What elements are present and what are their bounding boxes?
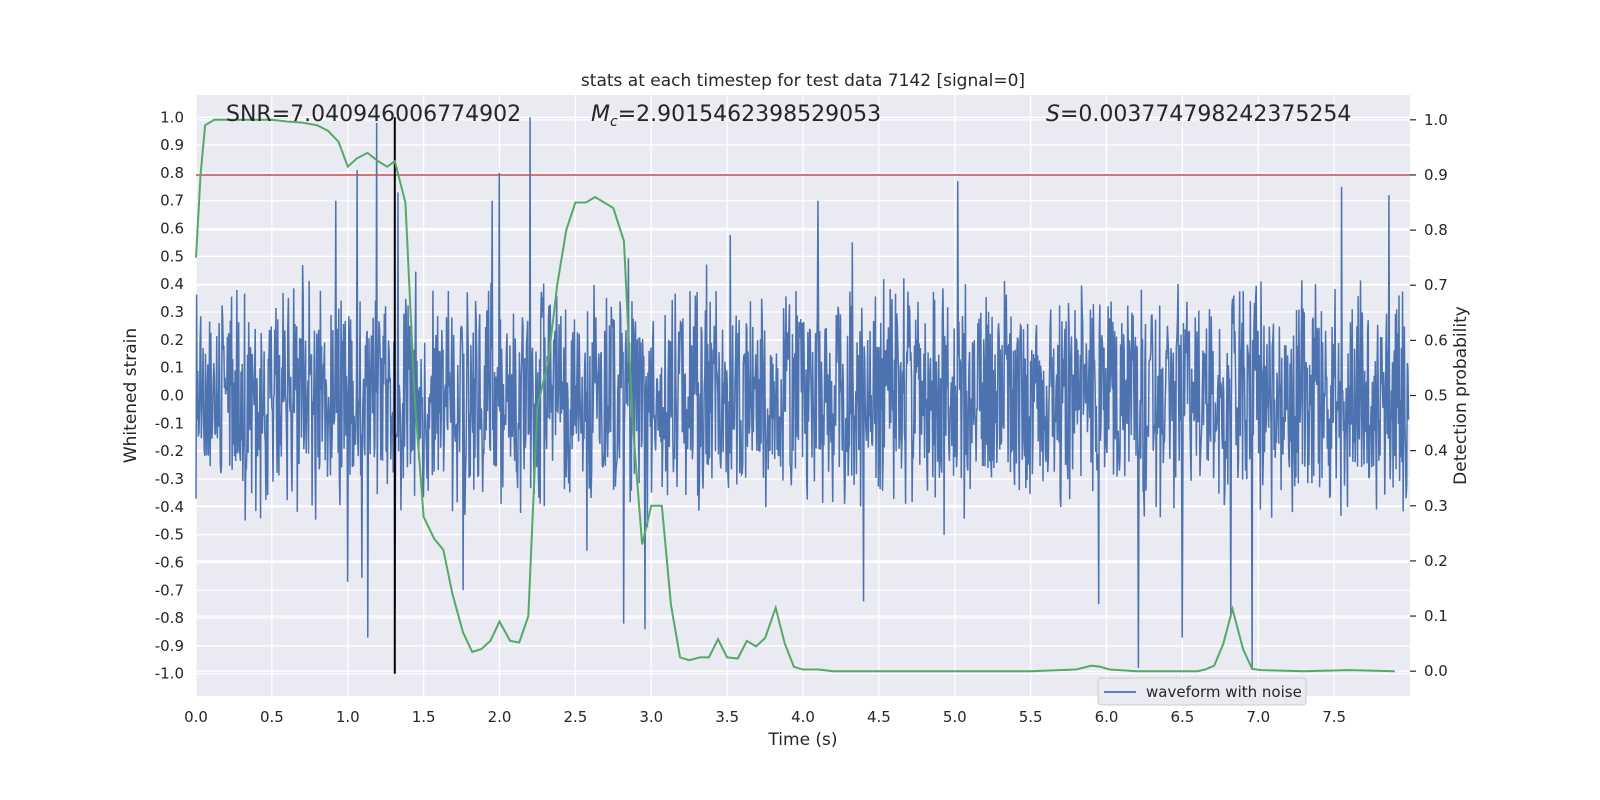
y-tick-label: -0.3 [155,470,184,488]
mc-value: =2.9015462398529053 [618,102,881,127]
y-tick-label: 0.5 [160,247,184,265]
y2-tick-label: 0.5 [1424,387,1448,405]
y2-tick-label: 0.7 [1424,276,1448,294]
y2-tick-label: 0.6 [1424,331,1448,349]
x-tick-label: 7.5 [1322,708,1346,726]
y-tick-label: -0.7 [155,581,184,599]
y-tick-label: -0.8 [155,609,184,627]
y-tick-label: 0.8 [160,164,184,182]
y2-tick-label: 0.9 [1424,166,1448,184]
legend-label-waveform: waveform with noise [1146,683,1302,701]
y-tick-label: 0.9 [160,136,184,154]
y-tick-label: -0.4 [155,498,184,516]
y-tick-label: 1.0 [160,108,184,126]
y-tick-label: 0.0 [160,387,184,405]
y-tick-label: 0.6 [160,220,184,238]
x-tick-label: 7.0 [1246,708,1270,726]
x-tick-label: 4.0 [791,708,815,726]
x-tick-label: 0.0 [184,708,208,726]
y-tick-label: 0.2 [160,331,184,349]
y-tick-label: 0.3 [160,303,184,321]
y-tick-label: -0.1 [155,414,184,432]
x-tick-label: 5.0 [943,708,967,726]
x-tick-label: 3.0 [639,708,663,726]
x-tick-label: 0.5 [260,708,284,726]
y2-tick-label: 0.1 [1424,607,1448,625]
x-tick-labels: 0.0 0.5 1.0 1.5 2.0 2.5 3.0 3.5 4.0 4.5 5.0 5.5 6.0 6… [184,708,1346,726]
y-tick-label: -0.2 [155,442,184,460]
x-tick-label: 1.5 [412,708,436,726]
chart-title: stats at each timestep for test data 714… [581,71,1025,91]
x-tick-label: 6.5 [1170,708,1194,726]
y2-tick-label: 0.3 [1424,497,1448,515]
mc-symbol: M [591,102,610,127]
x-tick-label: 6.0 [1095,708,1119,726]
mc-subscript: c [610,114,618,130]
y-tick-label: -0.5 [155,526,184,544]
s-symbol: S [1046,102,1060,127]
y-axis-label: Whitened strain [121,328,141,463]
y2-tick-label: 0.4 [1424,442,1448,460]
y2-tick-label: 0.2 [1424,552,1448,570]
y2-tick-label: 0.0 [1424,662,1448,680]
snr-annotation: SNR=7.040946006774902 [226,102,521,127]
x-tick-label: 1.0 [336,708,360,726]
waveform-series [195,117,1410,669]
y2-tick-label: 0.8 [1424,221,1448,239]
x-tick-label: 3.5 [715,708,739,726]
legend: waveform with noise [1097,677,1307,706]
y2-tick-label: 1.0 [1424,111,1448,129]
y-tick-label: 0.4 [160,275,184,293]
y-tick-label: -1.0 [155,665,184,683]
y-tick-label: -0.6 [155,553,184,571]
x-tick-label: 5.5 [1019,708,1043,726]
y-tick-label: -0.9 [155,637,184,655]
chirp-mass-annotation: Mc=2.9015462398529053 [591,102,881,130]
y2-tick-labels: 1.0 0.9 0.8 0.7 0.6 0.5 0.4 0.3 0.2 0.1 0.0 [1410,111,1448,680]
y-tick-label: 0.1 [160,359,184,377]
x-axis-label: Time (s) [767,730,837,750]
legend-box [1097,677,1307,706]
y2-axis-label: Detection probability [1451,306,1471,485]
y-tick-label: 0.7 [160,192,184,210]
y-tick-labels: 1.0 0.9 0.8 0.7 0.6 0.5 0.4 0.3 0.2 0.1 0.0 -0.1 -0.… [155,108,184,682]
x-tick-label: 2.0 [488,708,512,726]
detection-probability-series [195,118,1395,673]
x-tick-label: 2.5 [563,708,587,726]
x-tick-label: 4.5 [867,708,891,726]
s-value: =0.003774798242375254 [1060,102,1351,127]
s-annotation: S=0.003774798242375254 [1046,102,1351,127]
